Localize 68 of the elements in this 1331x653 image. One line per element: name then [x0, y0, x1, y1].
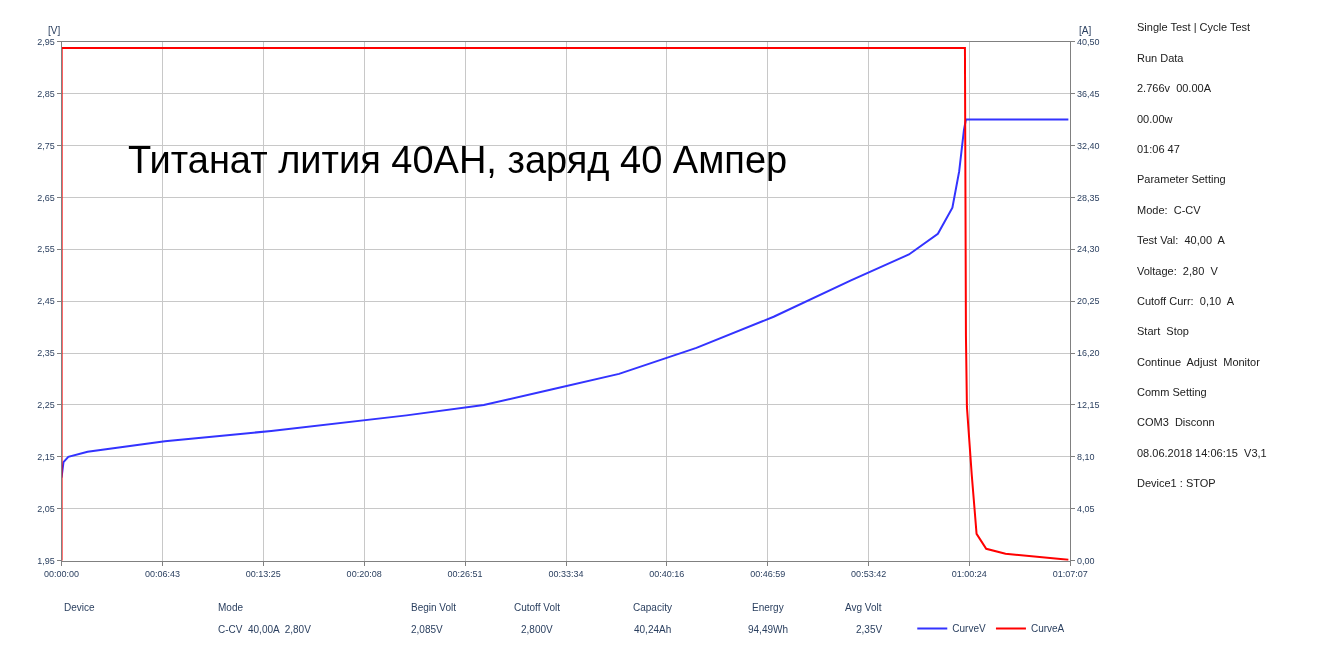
text: C-CV 40,00A 2,80V — [218, 624, 312, 635]
text: Energy — [752, 602, 784, 613]
text: 00.00w — [1137, 113, 1173, 125]
y-axis-title: [V] — [48, 25, 61, 36]
legend-label: CurveA — [1030, 623, 1065, 635]
y2-tick-label: 40,50 — [1077, 36, 1100, 47]
text: COM3 Disconn — [1137, 416, 1215, 428]
x-tick-label: 01:07:07 — [1052, 568, 1088, 579]
text: 94,49Wh — [748, 624, 789, 635]
y-tick-label: 2,95 — [37, 36, 55, 47]
text: Voltage: 2,80 V — [1137, 265, 1219, 277]
y-tick-label: 2,55 — [37, 244, 55, 255]
legend-label: CurveV — [952, 623, 986, 635]
y2-tick-label: 20,25 — [1077, 296, 1100, 307]
text: 08.06.2018 14:06:15 V3,1 — [1137, 447, 1267, 459]
text: Device — [64, 602, 95, 613]
text: Test Val: 40,00 A — [1137, 234, 1226, 246]
text: 2,800V — [521, 624, 554, 635]
text: Single Test | Cycle Test — [1137, 21, 1251, 33]
y2-tick-label: 4,05 — [1077, 503, 1095, 514]
text: Avg Volt — [845, 602, 882, 613]
x-tick-label: 00:33:34 — [548, 568, 584, 579]
text: Begin Volt — [411, 602, 457, 613]
text: 2.766v 00.00A — [1137, 82, 1212, 94]
x-tick-label: 00:53:42 — [851, 568, 887, 579]
text: Continue Adjust Monitor — [1137, 356, 1261, 368]
y-tick-label: 2,75 — [37, 140, 55, 151]
annotation: Титанат лития 40АН, заряд 40 Ампер — [128, 139, 788, 181]
text: Run Data — [1137, 52, 1185, 64]
y-tick-label: 2,05 — [37, 503, 55, 514]
text: Parameter Setting — [1137, 173, 1226, 185]
y2-tick-label: 16,20 — [1077, 348, 1100, 359]
text: Start Stop — [1137, 325, 1189, 337]
text: 2,085V — [411, 624, 444, 635]
text: Comm Setting — [1137, 386, 1207, 398]
y-tick-label: 2,25 — [37, 400, 55, 411]
y2-axis-title: [A] — [1079, 25, 1092, 36]
x-tick-label: 00:26:51 — [447, 568, 483, 579]
x-tick-label: 00:06:43 — [144, 568, 181, 579]
text: Device1 : STOP — [1137, 477, 1216, 489]
x-tick-label: 00:46:59 — [750, 568, 786, 579]
text: 40,24Ah — [634, 624, 672, 635]
text: Mode — [218, 602, 244, 613]
y-tick-label: 2,65 — [37, 192, 55, 203]
y-tick-label: 2,85 — [37, 88, 55, 99]
x-tick-label: 00:20:08 — [346, 568, 382, 579]
y2-tick-label: 0,00 — [1077, 555, 1095, 566]
y-tick-label: 2,35 — [37, 348, 55, 359]
text: 01:06 47 — [1137, 143, 1180, 155]
x-tick-label: 00:40:16 — [649, 568, 685, 579]
y-tick-label: 2,45 — [37, 296, 55, 307]
line-series — [61, 47, 1070, 561]
text: Cutoff Volt — [514, 602, 561, 613]
text: Cutoff Curr: 0,10 A — [1137, 295, 1235, 307]
y2-tick-label: 36,45 — [1077, 88, 1100, 99]
y2-tick-label: 12,15 — [1077, 400, 1100, 411]
y2-tick-label: 32,40 — [1077, 140, 1100, 151]
x-tick-label: 01:00:24 — [951, 568, 987, 579]
y-tick-label: 2,15 — [37, 452, 55, 463]
x-tick-label: 00:13:25 — [245, 568, 281, 579]
text: 2,35V — [856, 624, 883, 635]
y2-tick-label: 8,10 — [1077, 452, 1095, 463]
y2-tick-label: 28,35 — [1077, 192, 1100, 203]
text: Capacity — [633, 602, 672, 613]
y-tick-label: 1,95 — [37, 555, 55, 566]
text: Mode: C-CV — [1137, 204, 1202, 216]
x-tick-label: 00:00:00 — [44, 568, 80, 579]
y2-tick-label: 24,30 — [1077, 244, 1100, 255]
